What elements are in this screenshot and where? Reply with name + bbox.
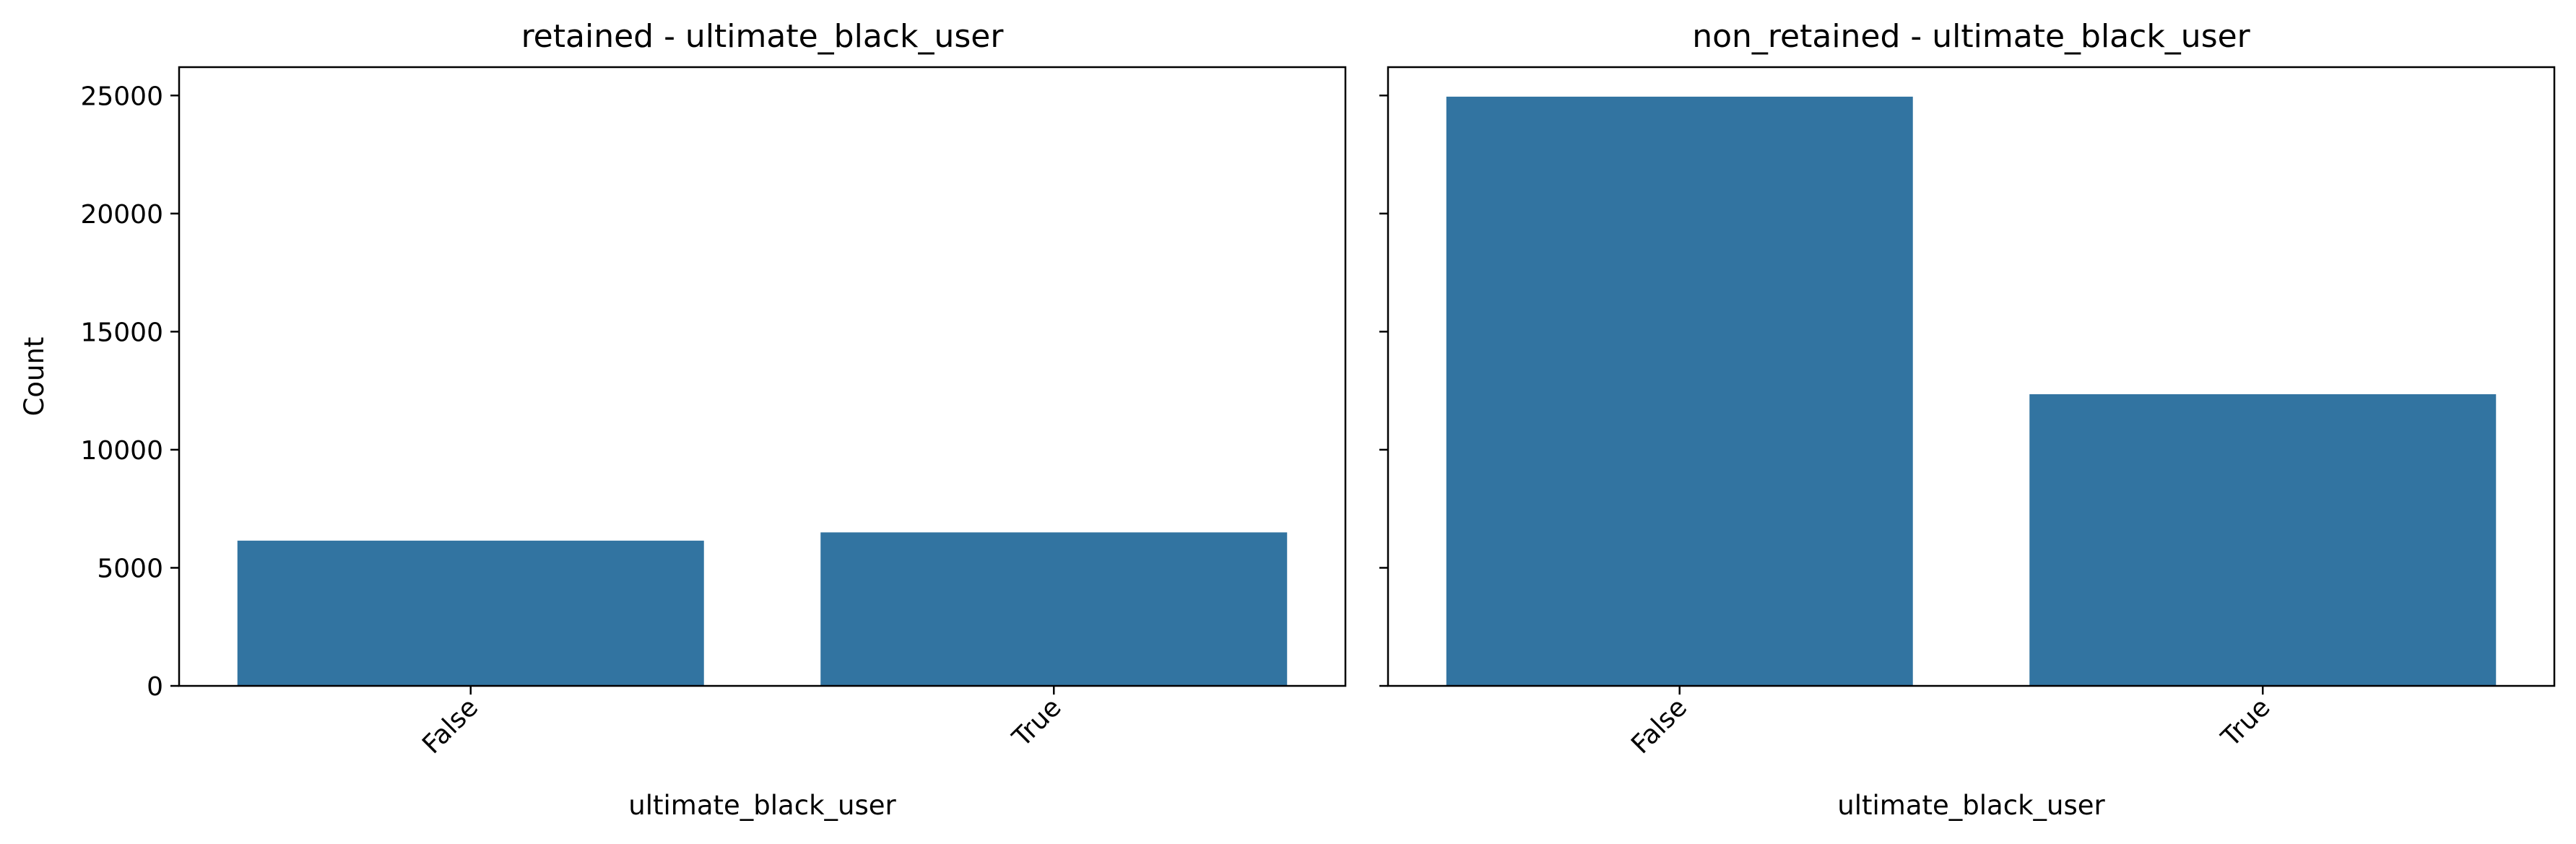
bar-false (1446, 96, 1913, 687)
y-tick-label: 10000 (80, 436, 163, 466)
y-tick-label: 25000 (80, 82, 163, 111)
bar-false (237, 540, 704, 686)
chart-title: non_retained - ultimate_black_user (1692, 18, 2250, 55)
bar-true (2029, 394, 2497, 686)
y-tick-label: 15000 (80, 318, 163, 347)
y-tick-label: 20000 (80, 200, 163, 230)
x-tick-label: True (1007, 692, 1067, 753)
chart-panel-2: False True non_retained - ultimate_black_u… (1379, 18, 2556, 821)
bar-true (820, 532, 1288, 686)
axes-frame (1387, 66, 2556, 687)
y-tick-label: 0 (147, 672, 163, 702)
x-tick-label: False (1626, 692, 1693, 760)
x-tick-label: True (2216, 692, 2276, 753)
chart-title: retained - ultimate_black_user (521, 18, 1005, 55)
x-axis-label: ultimate_black_user (1837, 790, 2105, 821)
y-tick-label: 5000 (97, 554, 163, 583)
chart-panel-1: 0 5000 10000 15000 20000 25000 False True retain… (19, 18, 1347, 821)
axes-frame (178, 66, 1347, 687)
x-axis-label: ultimate_black_user (628, 790, 896, 821)
y-axis-label: Count (19, 337, 50, 417)
x-tick-label: False (417, 692, 484, 760)
